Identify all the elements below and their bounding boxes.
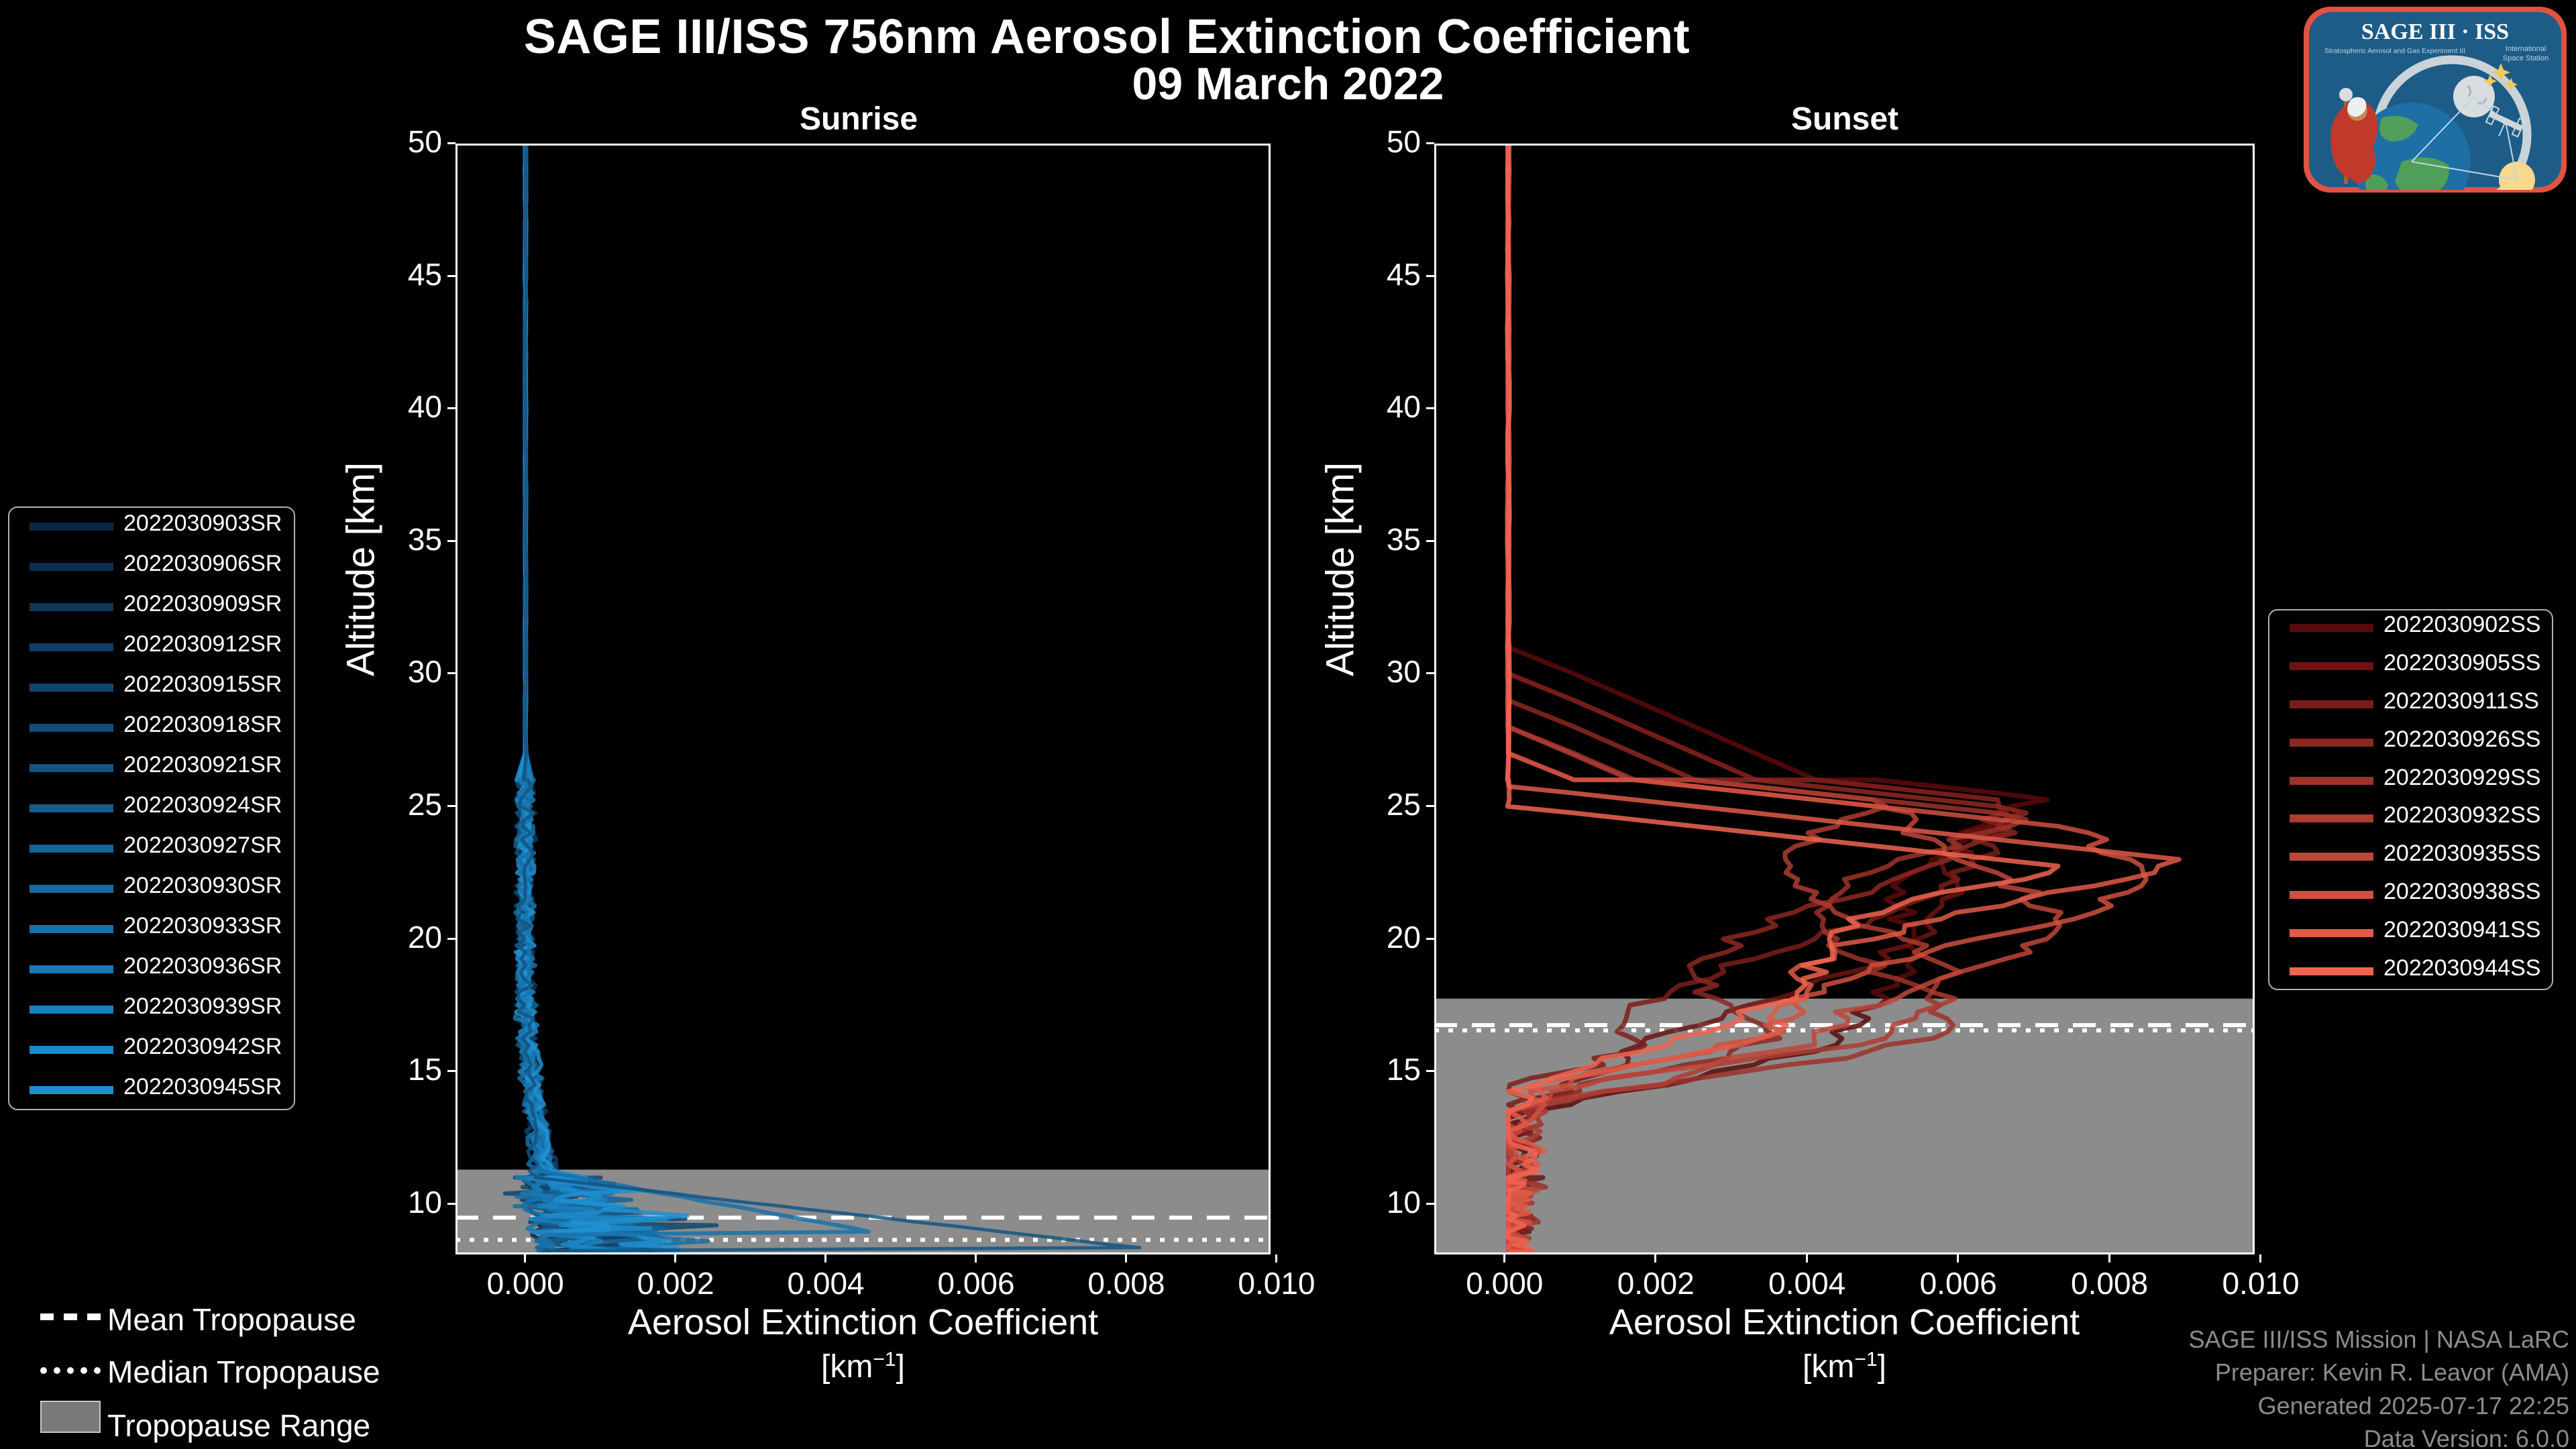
svg-text:Stratospheric Aerosol and Gas: Stratospheric Aerosol and Gas Experiment… xyxy=(2324,47,2465,55)
svg-text:SAGE III · ISS: SAGE III · ISS xyxy=(2361,19,2509,44)
svg-text:Space Station: Space Station xyxy=(2503,54,2549,62)
svg-text:International: International xyxy=(2506,45,2546,53)
